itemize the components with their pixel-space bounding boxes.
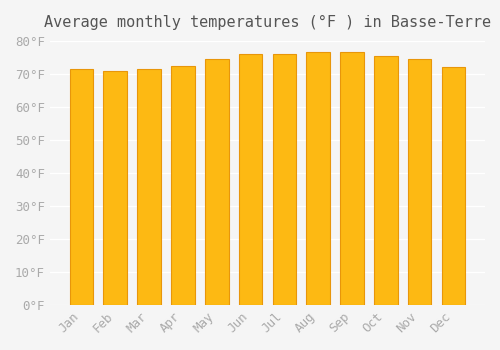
- Bar: [442, 67, 465, 305]
- Bar: [70, 69, 94, 305]
- Bar: [272, 54, 296, 305]
- Bar: [171, 66, 194, 305]
- Bar: [374, 56, 398, 305]
- Bar: [340, 52, 364, 305]
- Bar: [205, 59, 229, 305]
- Bar: [138, 69, 161, 305]
- Bar: [306, 52, 330, 305]
- Bar: [104, 71, 127, 305]
- Bar: [238, 54, 262, 305]
- Title: Average monthly temperatures (°F ) in Basse-Terre: Average monthly temperatures (°F ) in Ba…: [44, 15, 491, 30]
- Bar: [408, 59, 432, 305]
